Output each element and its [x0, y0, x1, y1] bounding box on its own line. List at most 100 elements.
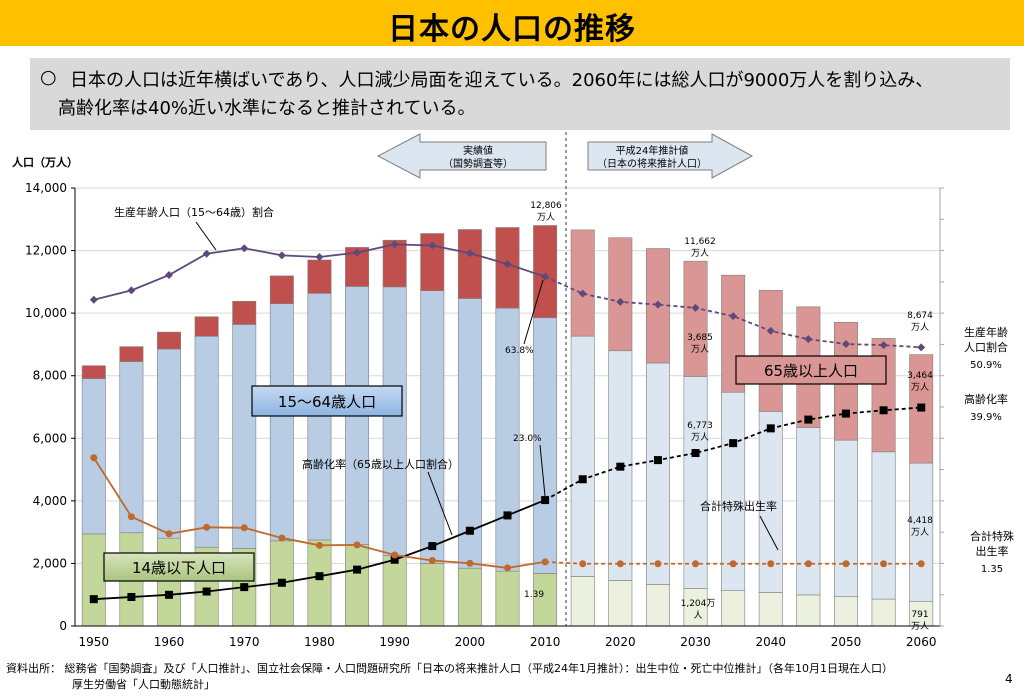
working-ratio-point	[277, 251, 286, 260]
aging-rate-point	[541, 496, 550, 505]
working-ratio-line-projection	[544, 275, 922, 349]
summary-line-1: 日本の人口は近年横ばいであり、人口減少局面を迎えている。2060年には総人口が9…	[70, 70, 934, 91]
fertility-point	[692, 560, 700, 568]
bar-segment-young	[157, 537, 181, 627]
bar-segment-elderly	[345, 247, 370, 287]
x-tick-label: 1950	[79, 635, 110, 649]
elderly-2060-value: 3,464	[907, 371, 933, 381]
bar-segment-working	[871, 451, 896, 600]
right-label-fertility-1: 合計特殊	[970, 529, 1014, 543]
y-tick-label: 8,000	[33, 369, 67, 383]
aging-rate-point	[841, 409, 850, 418]
bar-segment-young	[871, 598, 896, 627]
bar-segment-working	[796, 427, 821, 596]
summary-box: ○ 日本の人口は近年横ばいであり、人口減少局面を迎えている。2060年には総人口…	[30, 58, 1010, 130]
y-tick-label: 0	[59, 619, 67, 633]
aging-rate-point	[465, 526, 474, 535]
bar-segment-elderly	[570, 229, 595, 337]
fertility-leader	[759, 515, 779, 551]
bar-segment-working	[307, 293, 332, 541]
total-2010-value: 12,806	[530, 201, 562, 211]
working-ratio-point	[879, 341, 888, 350]
projection-banner-sublabel: （日本の将来推計人口）	[597, 157, 707, 170]
fertility-point	[579, 560, 587, 568]
bar-segment-young	[345, 544, 370, 627]
fertility-point	[165, 530, 173, 538]
bar-segment-elderly	[533, 225, 558, 319]
fertility-point	[504, 564, 511, 572]
bar-segment-elderly	[157, 331, 181, 350]
aging-rate-line-label: 高齢化率（65歳以上人口割合）	[302, 457, 459, 471]
working-ratio-point	[804, 335, 813, 344]
total-2010-unit: 万人	[537, 212, 555, 223]
working-ratio-point	[917, 343, 926, 352]
x-tick-label: 1970	[229, 635, 260, 649]
bar-segment-young	[420, 563, 445, 627]
x-tick-label: 1960	[154, 635, 185, 649]
working-ratio-point	[465, 249, 474, 258]
working-2030-value: 6,773	[687, 421, 713, 431]
young-2060-value: 791	[911, 610, 928, 620]
elderly-box	[735, 355, 887, 385]
working-ratio-point	[202, 249, 211, 258]
aging-rate-point	[578, 475, 587, 484]
total-2030-value: 11,662	[684, 237, 716, 247]
working-ratio-point	[165, 271, 174, 280]
fertility-point	[90, 454, 98, 462]
bar-segment-elderly	[119, 346, 144, 362]
fertility-point	[541, 558, 549, 566]
aging-2010-value: 23.0%	[513, 434, 542, 444]
bar-segment-young	[307, 539, 332, 627]
bar-segment-working	[382, 286, 407, 556]
bar-segment-elderly	[307, 259, 332, 294]
bar-segment-elderly	[269, 275, 294, 304]
fertility-point	[278, 534, 286, 542]
aging-2010-leader	[539, 444, 546, 497]
bar-segment-elderly	[608, 237, 633, 352]
aging-rate-point	[729, 439, 738, 448]
x-tick-label: 2030	[680, 635, 711, 649]
working-ratio-point	[390, 240, 399, 249]
x-tick-label: 2060	[906, 635, 937, 649]
y-tick-label: 12,000	[25, 244, 67, 258]
aging-rate-point	[879, 406, 888, 415]
y-axis-unit-label: 人口（万人）	[12, 155, 78, 169]
fertility-point	[391, 551, 399, 559]
source-note-2: 厚生労働省「人口動態統計」	[72, 678, 215, 691]
bar-segment-elderly	[758, 290, 783, 412]
aging-rate-point	[240, 583, 249, 592]
working-ratio-point	[240, 244, 249, 253]
working-2030-unit: 万人	[691, 432, 709, 443]
bar-segment-young	[457, 567, 482, 627]
page-number: 4	[1005, 672, 1013, 686]
y-tick-label: 2,000	[33, 556, 67, 570]
projection-banner-label: 平成24年推計値	[616, 144, 689, 157]
bar-segment-working	[232, 324, 257, 549]
fertility-point	[729, 560, 737, 568]
bar-segment-young	[81, 533, 106, 627]
x-tick-label: 2000	[455, 635, 486, 649]
population-chart: 実績値 （国勢調査等） 平成24年推計値 （日本の将来推計人口） 0 2,000 4…	[12, 132, 1014, 649]
bar-segment-working	[420, 290, 445, 564]
right-label-working-ratio-1: 生産年齢	[964, 325, 1008, 339]
bar-segment-elderly	[457, 229, 482, 299]
working-ratio-point	[653, 300, 662, 309]
fertility-point	[917, 560, 925, 568]
working-ratio-point	[353, 248, 362, 257]
elderly-2030-value: 3,685	[687, 333, 713, 343]
fertility-point	[240, 524, 248, 532]
right-label-fertility-2: 出生率	[976, 544, 1009, 558]
working-ratio-point	[841, 340, 850, 349]
bar-segment-elderly	[382, 239, 407, 288]
aging-rate-point	[616, 462, 625, 471]
total-2060-unit: 万人	[911, 322, 929, 333]
working-ratio-point	[541, 272, 550, 281]
bar-segment-young	[721, 590, 746, 627]
working-ratio-point	[127, 286, 136, 295]
young-2030-value: 1,204万	[681, 599, 716, 609]
aging-rate-point	[428, 542, 437, 551]
bar-segment-elderly	[81, 365, 106, 379]
bar-segment-working	[194, 335, 219, 548]
projection-banner-arrow	[587, 133, 754, 179]
elderly-box-label: 65歳以上人口	[764, 362, 858, 380]
